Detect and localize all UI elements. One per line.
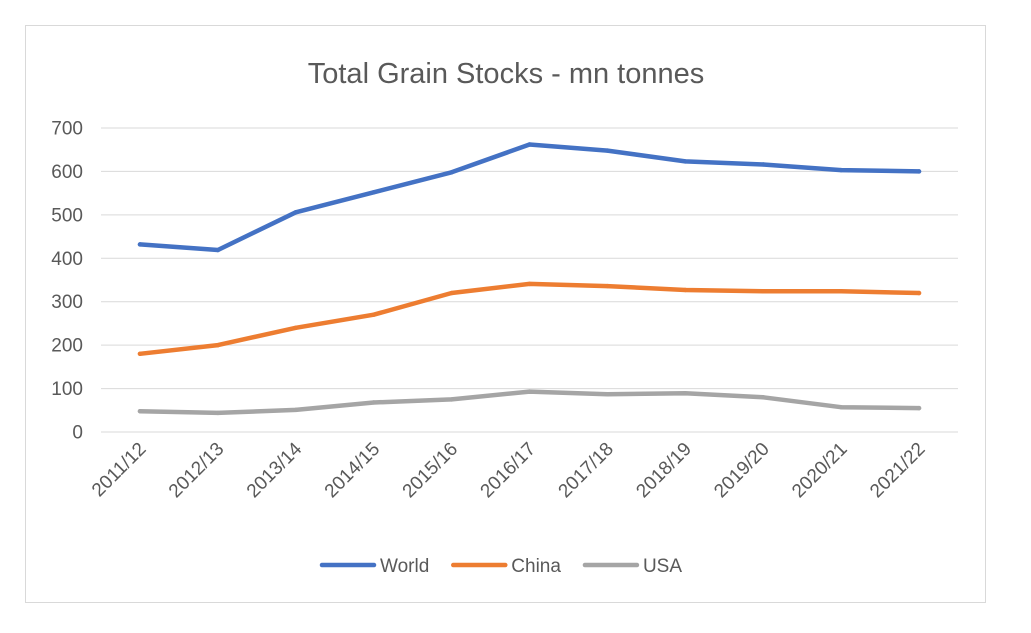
x-tick-label: 2012/13 (165, 439, 228, 502)
x-tick-label: 2018/19 (632, 439, 695, 502)
data-point-world (838, 167, 844, 173)
series-line-world (137, 142, 922, 253)
x-tick-label: 2011/12 (88, 439, 150, 501)
x-tick-label: 2021/22 (866, 439, 929, 502)
y-tick-label: 600 (51, 162, 83, 183)
data-point-usa (683, 391, 688, 396)
x-tick-label: 2015/16 (399, 439, 462, 502)
data-point-world (916, 169, 922, 174)
chart-title: Total Grain Stocks - mn tonnes (308, 58, 705, 90)
data-point-world (683, 159, 688, 164)
data-point-china (293, 325, 298, 330)
x-axis-tick-labels: 2011/12 2012/13 2013/14 2014/15 2015/16 2016/… (88, 438, 930, 502)
x-tick-label: 2016/17 (477, 439, 540, 502)
data-point-china (137, 351, 143, 357)
data-point-world (293, 210, 298, 215)
data-point-usa (761, 395, 766, 400)
data-point-world (761, 162, 766, 167)
series-line-usa (137, 389, 922, 416)
legend-item-usa: USA (582, 556, 682, 577)
y-tick-label: 0 (72, 423, 83, 444)
data-point-usa (449, 397, 454, 402)
series-usa (137, 389, 922, 416)
data-point-world (215, 247, 221, 253)
legend-label: World (380, 556, 429, 577)
legend: World China USA (319, 556, 682, 577)
data-point-usa (137, 408, 143, 414)
data-point-china (916, 290, 922, 296)
series-line-china (137, 281, 922, 357)
x-tick-label: 2017/18 (555, 439, 618, 502)
data-point-world (137, 242, 143, 247)
legend-item-world: World (319, 556, 429, 577)
data-point-china (838, 289, 844, 294)
data-point-china (449, 290, 454, 296)
data-point-world (449, 170, 454, 175)
legend-label: China (511, 556, 561, 577)
y-tick-label: 400 (51, 249, 83, 270)
series-world (137, 142, 922, 253)
legend-label: USA (643, 556, 682, 577)
data-point-china (683, 287, 688, 293)
data-point-usa (371, 400, 376, 405)
data-point-usa (838, 405, 844, 410)
data-point-china (527, 281, 532, 287)
legend-item-china: China (451, 556, 561, 577)
x-tick-label: 2014/15 (321, 439, 384, 502)
y-tick-label: 100 (51, 379, 83, 400)
data-point-world (371, 190, 376, 195)
data-point-usa (605, 392, 610, 397)
x-tick-label: 2020/21 (788, 439, 851, 502)
gridlines (101, 127, 958, 433)
data-point-china (605, 283, 610, 289)
y-tick-label: 700 (51, 119, 83, 140)
series-lines (137, 142, 922, 416)
series-china (137, 281, 922, 357)
data-point-usa (916, 405, 922, 411)
data-point-usa (293, 407, 298, 413)
data-point-world (605, 148, 610, 153)
data-point-world (527, 142, 532, 147)
data-point-usa (215, 410, 221, 416)
data-point-china (215, 342, 221, 348)
x-tick-label: 2013/14 (243, 438, 307, 502)
chart-area: Total Grain Stocks - mn tonnes 0 100 200 30… (25, 25, 986, 603)
line-chart: Total Grain Stocks - mn tonnes 0 100 200 30… (51, 58, 958, 577)
y-axis-tick-labels: 0 100 200 300 400 500 600 700 (51, 119, 83, 444)
data-point-usa (527, 389, 532, 394)
y-tick-label: 500 (51, 205, 83, 226)
y-tick-label: 200 (51, 336, 83, 357)
data-point-china (761, 289, 766, 294)
y-tick-label: 300 (51, 292, 83, 313)
x-tick-label: 2019/20 (710, 439, 773, 502)
data-point-china (371, 312, 376, 317)
